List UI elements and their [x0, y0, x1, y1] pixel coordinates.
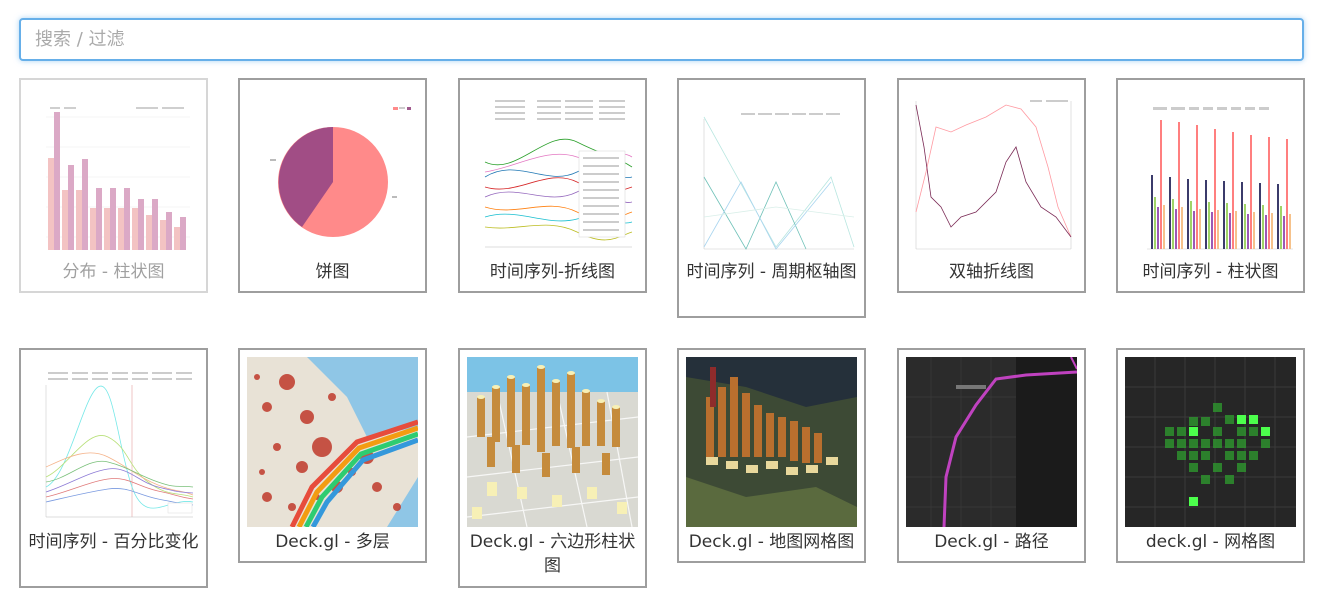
chart-thumbnail	[28, 87, 199, 257]
chart-thumbnail	[686, 357, 857, 527]
chart-card-label: 时间序列 - 百分比变化	[28, 532, 199, 552]
chart-thumbnail	[906, 357, 1077, 527]
chart-thumbnail	[28, 357, 199, 527]
chart-thumbnail	[1125, 357, 1296, 527]
chart-thumbnail	[247, 87, 418, 257]
chart-thumbnail	[247, 357, 418, 527]
chart-thumbnail	[467, 357, 638, 527]
chart-card-label: Deck.gl - 六边形柱状图	[469, 532, 636, 576]
chart-card-deckgl-multi-layer[interactable]: Deck.gl - 多层	[238, 348, 427, 563]
chart-card-deckgl-hexagon[interactable]: Deck.gl - 六边形柱状图	[458, 348, 647, 588]
chart-card-dual-axis-line[interactable]: 双轴折线图	[897, 78, 1086, 293]
chart-card-label: 时间序列 - 周期枢轴图	[686, 262, 857, 282]
chart-card-period-pivot[interactable]: 时间序列 - 周期枢轴图	[677, 78, 866, 318]
chart-card-label: Deck.gl - 多层	[275, 532, 390, 552]
chart-card-label: 饼图	[315, 262, 350, 282]
search-input[interactable]	[19, 18, 1304, 61]
chart-card-distribution-bar[interactable]: 分布 - 柱状图	[19, 78, 208, 293]
chart-card-timeseries-line[interactable]: 时间序列-折线图	[458, 78, 647, 293]
chart-card-label: 双轴折线图	[949, 262, 1034, 282]
chart-thumbnail	[906, 87, 1077, 257]
chart-card-label: 时间序列-折线图	[489, 262, 616, 282]
chart-thumbnail	[467, 87, 638, 257]
chart-card-timeseries-bar[interactable]: 时间序列 - 柱状图	[1116, 78, 1305, 293]
chart-card-pie[interactable]: 饼图	[238, 78, 427, 293]
chart-thumbnail	[686, 87, 857, 257]
chart-card-percent-change[interactable]: 时间序列 - 百分比变化	[19, 348, 208, 588]
chart-card-deckgl-path[interactable]: Deck.gl - 路径	[897, 348, 1086, 563]
chart-card-label: Deck.gl - 路径	[934, 532, 1049, 552]
chart-card-label: 时间序列 - 柱状图	[1142, 262, 1279, 282]
chart-card-label: deck.gl - 网格图	[1145, 532, 1276, 552]
chart-thumbnail	[1125, 87, 1296, 257]
chart-card-label: Deck.gl - 地图网格图	[688, 532, 855, 552]
chart-card-deckgl-screen-grid[interactable]: Deck.gl - 地图网格图	[677, 348, 866, 563]
chart-card-label: 分布 - 柱状图	[62, 262, 165, 282]
chart-card-deckgl-grid[interactable]: deck.gl - 网格图	[1116, 348, 1305, 563]
